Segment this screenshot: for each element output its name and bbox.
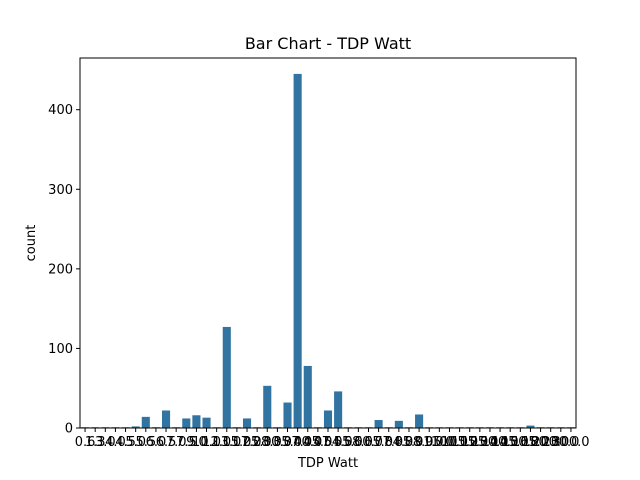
x-tick-label: 100.0	[431, 435, 468, 450]
x-tick-label: 28.0	[253, 435, 282, 450]
x-tick-label: 47.0	[314, 435, 343, 450]
bar-28.0	[263, 385, 272, 428]
bar-65.0	[374, 420, 383, 428]
x-tick-label: 165.0	[512, 435, 549, 450]
x-tick-label: 9.0	[186, 435, 207, 450]
x-tick-label: 25.0	[243, 435, 272, 450]
bar-35.0	[283, 402, 292, 428]
y-tick-label: 100	[48, 342, 73, 357]
x-tick-label: 5.5	[135, 435, 156, 450]
bar-84.0	[394, 420, 403, 428]
x-tick-label: 35.0	[273, 435, 302, 450]
y-axis: 0 100 200 300 400	[48, 103, 80, 437]
bar-10.0	[202, 417, 211, 428]
x-tick-label: 7.0	[166, 435, 187, 450]
x-tick-label: 4.0	[105, 435, 126, 450]
x-tick-label: 5.0	[125, 435, 146, 450]
x-tick-label: 130.0	[471, 435, 508, 450]
x-tick-label: 300.0	[552, 435, 589, 450]
x-tick-label: 45.0	[303, 435, 332, 450]
x-tick-label: 88.0	[405, 435, 434, 450]
bar-37.0	[293, 73, 302, 428]
x-tick-label: 140.0	[481, 435, 518, 450]
x-tick-label: 65.0	[364, 435, 393, 450]
bar-17.0	[242, 418, 252, 428]
x-tick-label: 145.0	[492, 435, 529, 450]
x-tick-label: 6.5	[156, 435, 177, 450]
x-tick-label: 7.5	[176, 435, 197, 450]
x-tick-label: 60.0	[354, 435, 383, 450]
y-axis-title: count	[24, 225, 39, 262]
x-tick-label: 3.0	[95, 435, 116, 450]
x-tick-label: 30.0	[263, 435, 292, 450]
x-tick-label: 58.0	[344, 435, 373, 450]
bar-5.0	[131, 426, 140, 428]
x-tick-label: 95.0	[425, 435, 454, 450]
x-tick-label: 55.0	[334, 435, 363, 450]
y-tick-label: 0	[65, 422, 73, 437]
x-tick-label: 150.0	[502, 435, 539, 450]
x-tick-label: 12.0	[202, 435, 231, 450]
x-axis-title: TDP Watt	[297, 456, 358, 471]
x-tick-label: 84.0	[384, 435, 413, 450]
bar-88.0	[415, 414, 424, 428]
x-tick-label: 91.0	[415, 435, 444, 450]
bar-40.0	[303, 365, 312, 428]
x-tick-label: 230.0	[542, 435, 579, 450]
x-tick-label: 77.0	[374, 435, 403, 450]
y-tick-label: 300	[48, 183, 73, 198]
bar-47.0	[323, 410, 333, 428]
x-tick-label: 1.3	[85, 435, 106, 450]
bar-6.5	[161, 410, 171, 428]
x-tick-label: 37.0	[283, 435, 312, 450]
plot-frame	[79, 57, 577, 429]
x-tick-label: 115.0	[451, 435, 488, 450]
x-tick-label: 6.0	[146, 435, 167, 450]
bars-group	[81, 73, 575, 428]
x-tick-label: 105.0	[441, 435, 478, 450]
x-tick-label: 85.0	[395, 435, 424, 450]
bar-165.0	[526, 425, 535, 428]
x-tick-label: 0.6	[75, 435, 96, 450]
bar-9.0	[192, 415, 201, 428]
bar-13.0	[222, 326, 231, 428]
x-tick-label: 13.0	[212, 435, 241, 450]
x-tick-label: 4.5	[115, 435, 136, 450]
y-tick-label: 400	[48, 103, 73, 118]
x-tick-label: 10.0	[192, 435, 221, 450]
bar-5.5	[141, 416, 150, 428]
x-tick-label: 54.0	[324, 435, 353, 450]
x-tick-label: 180.0	[522, 435, 559, 450]
x-tick-label: 200.0	[532, 435, 569, 450]
bar-54.0	[334, 391, 343, 428]
x-tick-label: 15.0	[222, 435, 251, 450]
x-axis: 0.61.33.04.04.55.05.56.06.57.07.59.010.0…	[75, 428, 590, 450]
bar-7.5	[182, 418, 191, 428]
x-tick-label: 125.0	[461, 435, 498, 450]
x-tick-label: 17.0	[233, 435, 262, 450]
x-tick-label: 40.0	[293, 435, 322, 450]
y-tick-label: 200	[48, 262, 73, 277]
chart-title: Bar Chart - TDP Watt	[245, 34, 411, 53]
